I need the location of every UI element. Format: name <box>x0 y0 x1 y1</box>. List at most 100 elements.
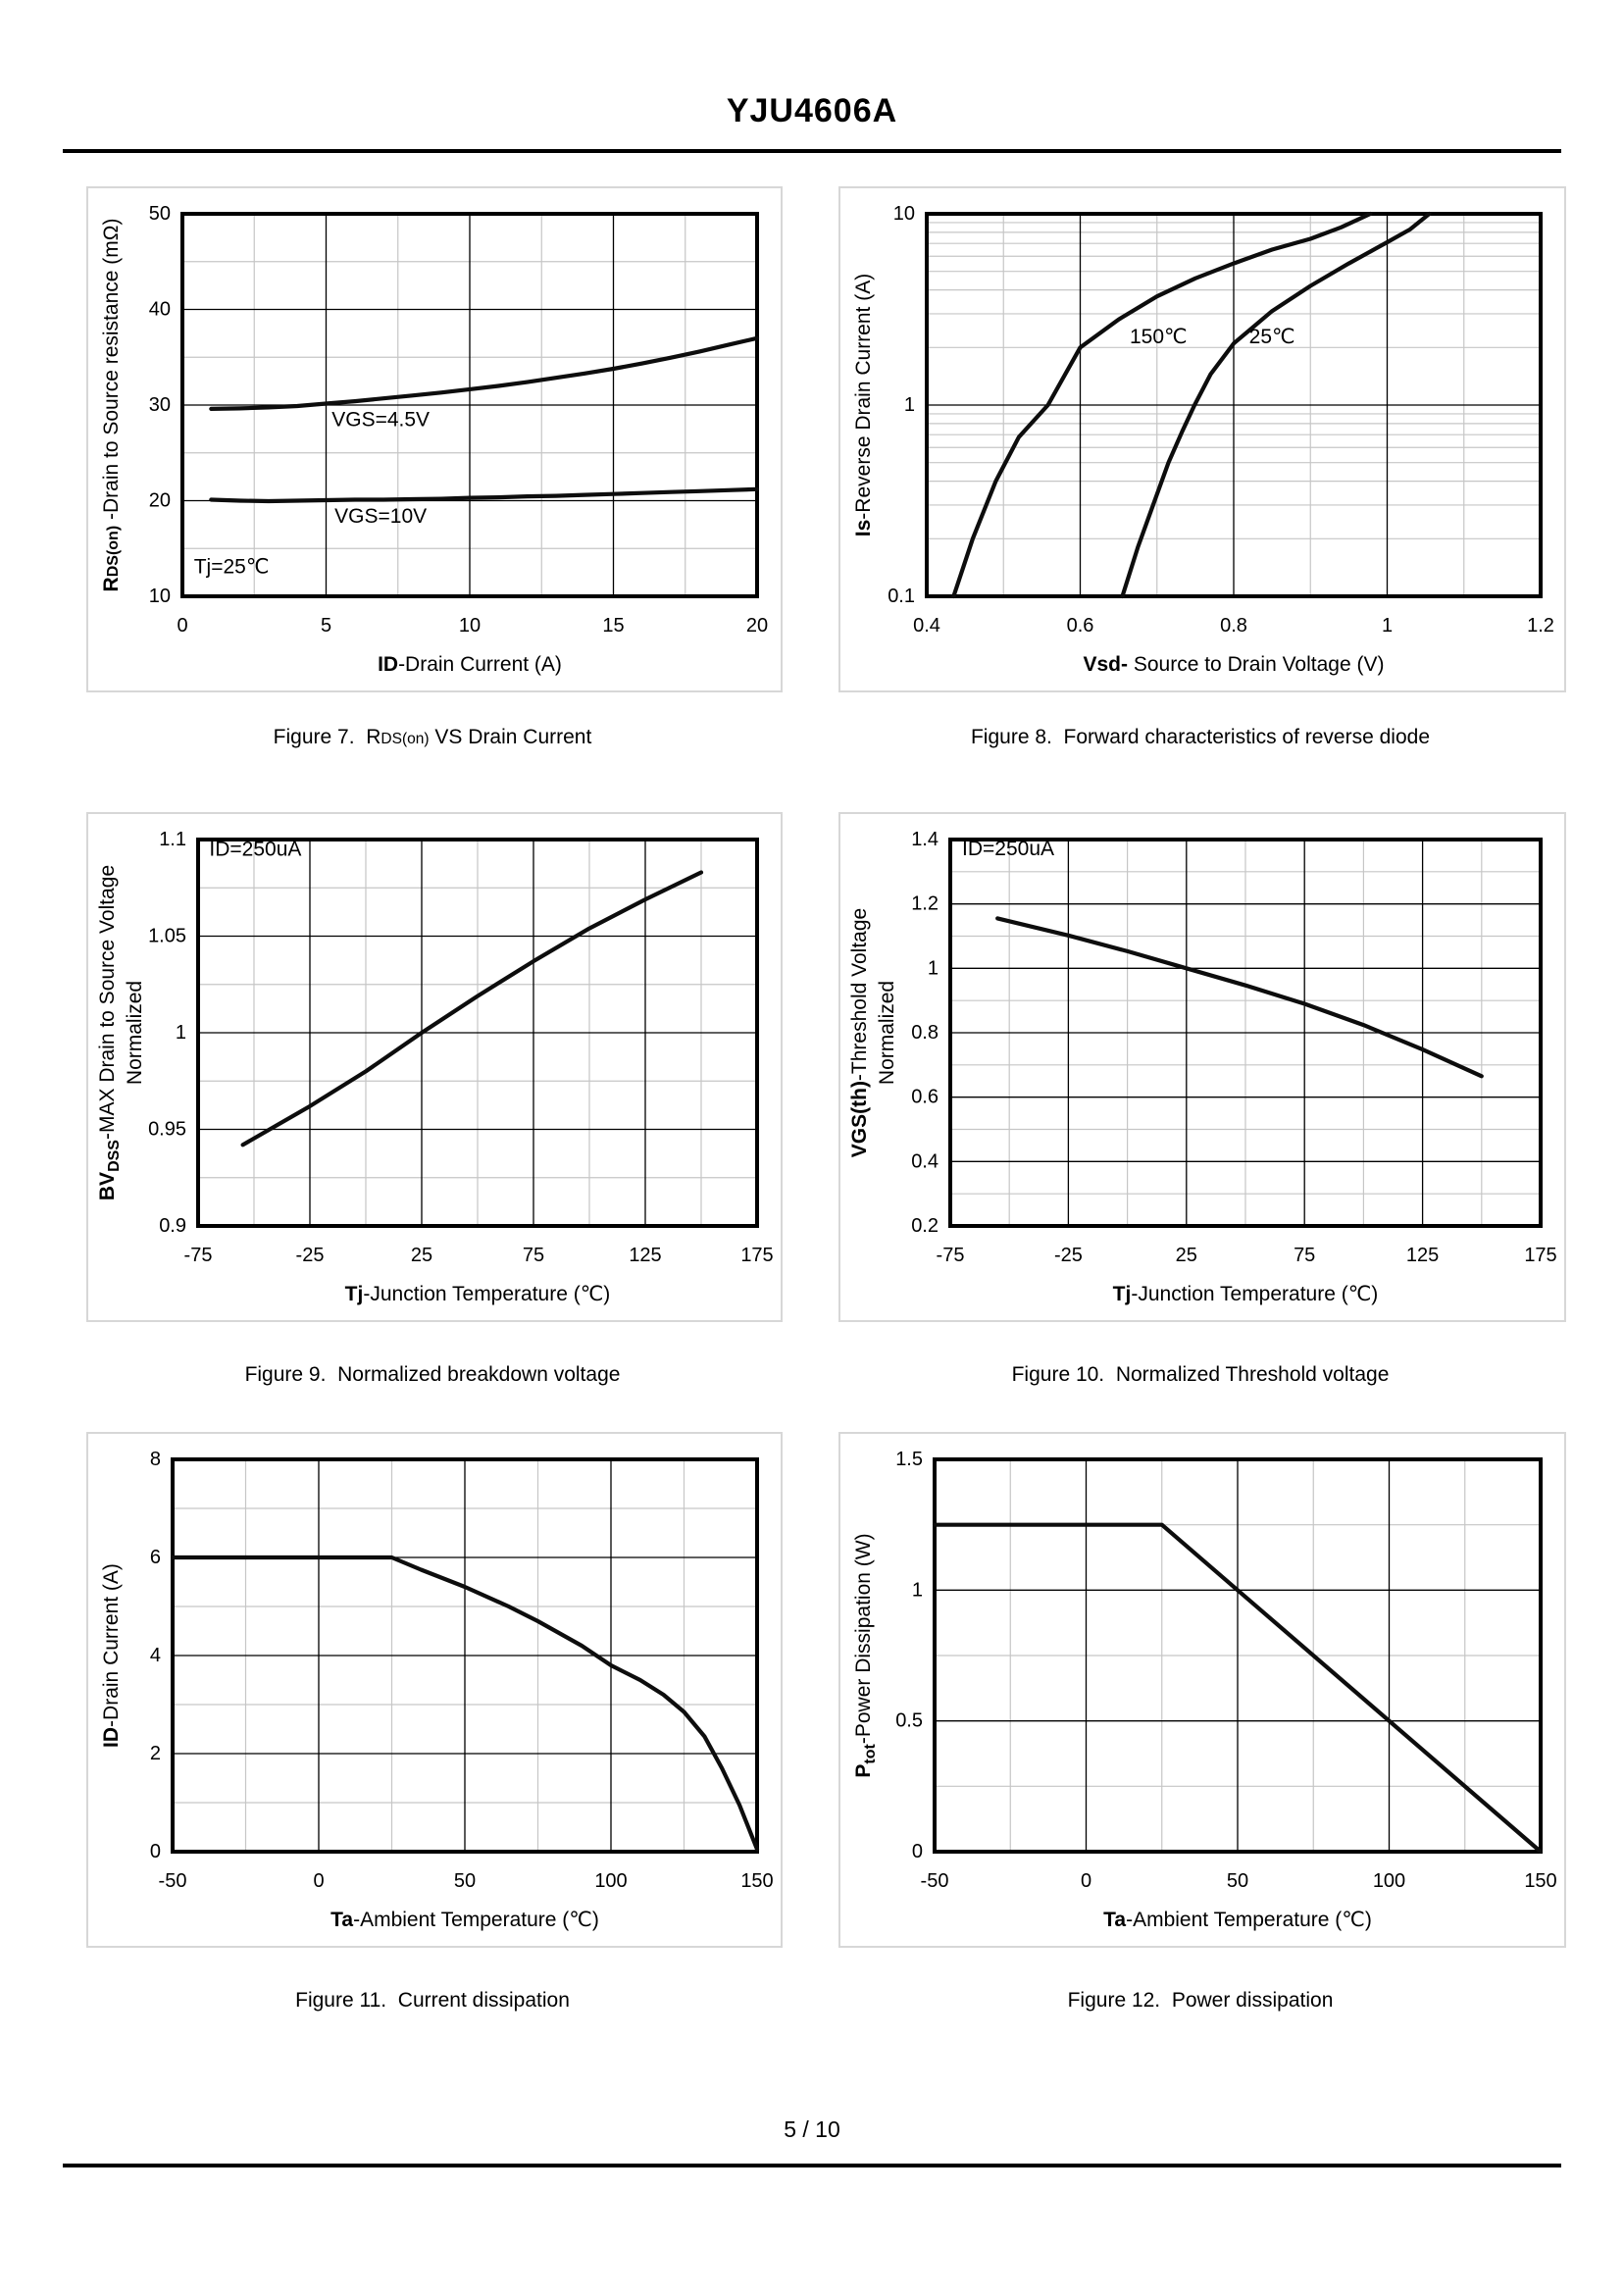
svg-text:1: 1 <box>904 394 915 416</box>
svg-text:1.5: 1.5 <box>895 1449 923 1470</box>
svg-text:0.8: 0.8 <box>911 1022 939 1044</box>
svg-text:0: 0 <box>150 1841 161 1862</box>
svg-text:40: 40 <box>149 299 171 321</box>
svg-text:VGS=4.5V: VGS=4.5V <box>331 408 430 431</box>
svg-text:1: 1 <box>928 957 939 979</box>
svg-text:ID-Drain Current (A): ID-Drain Current (A) <box>378 653 562 676</box>
svg-text:-50: -50 <box>921 1870 949 1892</box>
svg-text:100: 100 <box>594 1870 627 1892</box>
svg-text:50: 50 <box>1227 1870 1248 1892</box>
svg-text:10: 10 <box>459 615 481 637</box>
figure-11-caption: Figure 11. Current dissipation <box>295 1989 570 2012</box>
svg-text:0.5: 0.5 <box>895 1710 923 1732</box>
chart-figure-9: -75 -25 25 75 125 175 0.9 0.95 1 1.05 1.1 Tj-Juncti… <box>96 829 774 1305</box>
svg-text:150: 150 <box>740 1870 773 1892</box>
svg-text:175: 175 <box>740 1245 773 1266</box>
svg-text:0.6: 0.6 <box>1067 615 1094 637</box>
svg-text:175: 175 <box>1524 1245 1556 1266</box>
svg-text:0: 0 <box>1081 1870 1091 1892</box>
svg-text:75: 75 <box>523 1245 544 1266</box>
footer-rule <box>63 2164 1561 2167</box>
svg-text:BVDSS-MAX Drain to Source Volt: BVDSS-MAX Drain to Source Voltage <box>96 865 123 1200</box>
svg-text:100: 100 <box>1373 1870 1405 1892</box>
figure-12: -50 0 50 100 150 0 0.5 1 1.5 Ta-Ambient Temperatu… <box>838 1432 1566 1948</box>
svg-text:50: 50 <box>149 203 171 225</box>
svg-text:0.95: 0.95 <box>148 1119 186 1141</box>
svg-text:-25: -25 <box>1054 1245 1083 1266</box>
svg-text:Tj=25℃: Tj=25℃ <box>194 556 270 579</box>
svg-text:0.8: 0.8 <box>1220 615 1247 637</box>
svg-text:0.1: 0.1 <box>888 586 915 607</box>
svg-text:75: 75 <box>1294 1245 1315 1266</box>
svg-text:50: 50 <box>454 1870 476 1892</box>
svg-text:125: 125 <box>1406 1245 1439 1266</box>
svg-text:ID=250uA: ID=250uA <box>962 838 1054 860</box>
svg-text:30: 30 <box>149 394 171 416</box>
svg-text:Vsd- Source to Drain Voltage (: Vsd- Source to Drain Voltage (V) <box>1084 653 1385 676</box>
svg-text:25: 25 <box>1176 1245 1197 1266</box>
svg-text:Ta-Ambient Temperature (℃): Ta-Ambient Temperature (℃) <box>1103 1909 1372 1931</box>
svg-text:-75: -75 <box>184 1245 213 1266</box>
svg-text:Tj-Junction Temperature (℃): Tj-Junction Temperature (℃) <box>1113 1283 1379 1305</box>
figure-9-caption: Figure 9. Normalized breakdown voltage <box>244 1363 621 1386</box>
svg-text:0.9: 0.9 <box>159 1215 186 1237</box>
chart-figure-7: 0 5 10 15 20 10 20 30 40 50 ID-Drain Current (A) RD… <box>100 203 768 676</box>
svg-text:8: 8 <box>150 1449 161 1470</box>
page-number: 5 / 10 <box>784 2116 840 2142</box>
svg-text:0.6: 0.6 <box>911 1087 939 1108</box>
svg-text:0: 0 <box>313 1870 324 1892</box>
svg-text:Normalized: Normalized <box>124 981 146 1085</box>
svg-text:Ta-Ambient Temperature (℃): Ta-Ambient Temperature (℃) <box>330 1909 599 1931</box>
svg-text:5: 5 <box>321 615 331 637</box>
svg-text:-50: -50 <box>159 1870 187 1892</box>
svg-text:1.1: 1.1 <box>159 829 186 850</box>
svg-text:10: 10 <box>893 203 915 225</box>
svg-text:ID-Drain Current (A): ID-Drain Current (A) <box>100 1563 123 1748</box>
chart-figure-10: -75 -25 25 75 125 175 0.2 0.4 0.6 0.8 1 1.2 1.4 Tj-Ju… <box>848 829 1557 1305</box>
svg-text:15: 15 <box>602 615 624 637</box>
svg-text:10: 10 <box>149 586 171 607</box>
svg-text:1.2: 1.2 <box>911 893 939 915</box>
svg-text:20: 20 <box>149 490 171 512</box>
svg-text:6: 6 <box>150 1547 161 1568</box>
svg-text:ID=250uA: ID=250uA <box>209 839 301 861</box>
chart-figure-8: 0.4 0.6 0.8 1 1.2 0.1 1 10 Vsd- Source to Drain … <box>852 203 1554 676</box>
svg-text:1: 1 <box>912 1579 923 1601</box>
figure-7: 0 5 10 15 20 10 20 30 40 50 ID-Drain Current (A) RD… <box>86 186 783 692</box>
figure-10-caption: Figure 10. Normalized Threshold voltage <box>1011 1363 1390 1386</box>
svg-text:150℃: 150℃ <box>1130 326 1188 348</box>
svg-text:0.4: 0.4 <box>913 615 940 637</box>
header-rule <box>63 149 1561 153</box>
svg-text:RDS(on) -Drain to Source resis: RDS(on) -Drain to Source resistance (mΩ) <box>100 219 123 592</box>
svg-text:0: 0 <box>177 615 187 637</box>
svg-text:20: 20 <box>746 615 768 637</box>
svg-text:Is-Reverse Drain Current (A): Is-Reverse Drain Current (A) <box>852 274 875 536</box>
svg-text:Normalized: Normalized <box>876 981 898 1085</box>
chart-figure-12: -50 0 50 100 150 0 0.5 1 1.5 Ta-Ambient Temperatu… <box>852 1449 1557 1931</box>
svg-text:4: 4 <box>150 1645 161 1666</box>
svg-text:1.4: 1.4 <box>911 829 939 850</box>
svg-text:VGS(th)-Threshold Voltage: VGS(th)-Threshold Voltage <box>848 908 871 1157</box>
figure-9: -75 -25 25 75 125 175 0.9 0.95 1 1.05 1.1 Tj-Juncti… <box>86 812 783 1322</box>
page-title: YJU4606A <box>726 92 898 129</box>
svg-text:25℃: 25℃ <box>1249 326 1295 348</box>
svg-text:-75: -75 <box>937 1245 965 1266</box>
svg-text:2: 2 <box>150 1743 161 1764</box>
svg-text:Tj-Junction Temperature (℃): Tj-Junction Temperature (℃) <box>345 1283 611 1305</box>
figure-11: -50 0 50 100 150 0 2 4 6 8 Ta-Ambient Temperature … <box>86 1432 783 1948</box>
svg-text:Ptot-Power Dissipation (W): Ptot-Power Dissipation (W) <box>852 1533 879 1777</box>
svg-text:-25: -25 <box>296 1245 325 1266</box>
svg-text:1: 1 <box>176 1022 186 1044</box>
figure-10: -75 -25 25 75 125 175 0.2 0.4 0.6 0.8 1 1.2 1.4 Tj-Ju… <box>838 812 1566 1322</box>
svg-text:1: 1 <box>1382 615 1393 637</box>
figure-7-caption: Figure 7. RDS(on) VS Drain Current <box>273 726 592 748</box>
chart-figure-11: -50 0 50 100 150 0 2 4 6 8 Ta-Ambient Temperature … <box>100 1449 774 1931</box>
svg-text:0.2: 0.2 <box>911 1215 939 1237</box>
svg-text:1.2: 1.2 <box>1527 615 1554 637</box>
svg-text:1.05: 1.05 <box>148 926 186 947</box>
figure-8: 0.4 0.6 0.8 1 1.2 0.1 1 10 Vsd- Source to Drain … <box>838 186 1566 692</box>
svg-text:VGS=10V: VGS=10V <box>334 505 427 528</box>
figure-12-caption: Figure 12. Power dissipation <box>1067 1989 1334 2012</box>
svg-text:0: 0 <box>912 1841 923 1862</box>
